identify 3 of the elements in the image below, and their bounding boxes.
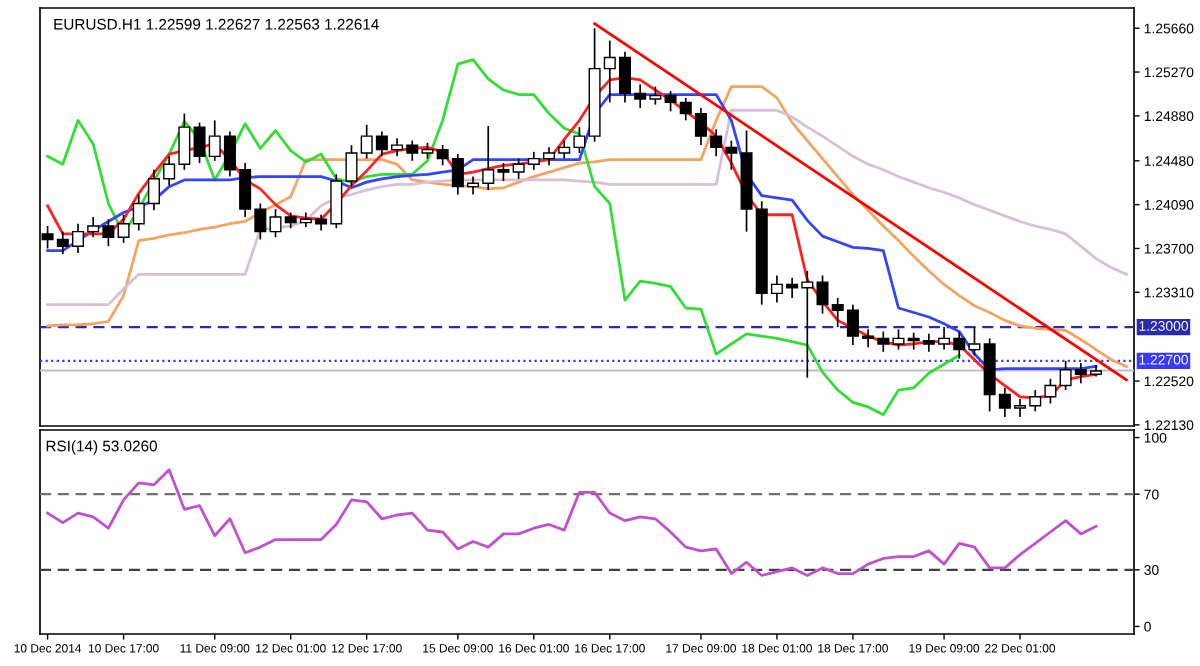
line-series — [46, 468, 1098, 577]
line-series — [46, 58, 961, 417]
line-series — [46, 108, 1128, 307]
